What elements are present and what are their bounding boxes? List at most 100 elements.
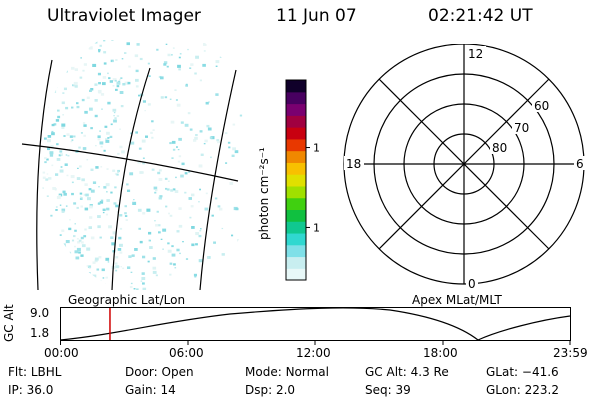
- emission-speckle: [66, 174, 69, 177]
- emission-speckle: [109, 80, 113, 83]
- emission-speckle: [110, 236, 114, 239]
- emission-speckle: [114, 79, 117, 82]
- emission-speckle: [68, 227, 72, 231]
- emission-speckle: [60, 41, 63, 44]
- colorbar-band: [286, 103, 306, 116]
- emission-speckle: [144, 110, 146, 112]
- emission-speckle: [224, 274, 228, 277]
- emission-speckle: [44, 234, 48, 237]
- emission-speckle: [99, 44, 102, 47]
- info-gain: Gain: 14: [125, 383, 176, 397]
- emission-speckle: [85, 193, 89, 197]
- emission-speckle: [112, 78, 117, 82]
- emission-speckle: [165, 43, 168, 45]
- emission-speckle: [47, 249, 51, 253]
- emission-speckle: [172, 47, 175, 49]
- emission-speckle: [142, 100, 146, 103]
- emission-speckle: [80, 205, 83, 208]
- emission-speckle: [100, 93, 105, 96]
- emission-speckle: [74, 85, 78, 88]
- emission-speckle: [59, 204, 62, 206]
- emission-speckle: [59, 150, 63, 153]
- emission-speckle: [63, 280, 67, 283]
- emission-speckle: [103, 149, 106, 152]
- emission-speckle: [44, 219, 47, 222]
- emission-speckle: [119, 128, 121, 130]
- mlt-label-12: 12: [468, 47, 483, 61]
- emission-speckle: [103, 186, 107, 189]
- emission-speckle: [94, 83, 98, 86]
- emission-speckle: [155, 274, 158, 277]
- emission-speckle: [155, 224, 159, 227]
- emission-speckle: [60, 269, 65, 272]
- emission-speckle: [80, 254, 84, 257]
- emission-speckle: [169, 214, 173, 217]
- emission-speckle: [198, 234, 202, 238]
- emission-speckle: [229, 182, 234, 185]
- emission-speckle: [211, 276, 215, 279]
- emission-speckle: [50, 214, 53, 217]
- emission-speckle: [88, 226, 92, 229]
- xtick-0600: 06:00: [169, 346, 204, 360]
- emission-speckle: [45, 260, 47, 262]
- emission-speckle: [59, 60, 61, 62]
- emission-speckle: [90, 236, 95, 240]
- emission-speckle: [190, 63, 194, 66]
- emission-speckle: [206, 124, 210, 128]
- emission-speckle: [141, 139, 146, 143]
- colorbar-tick-label: 100: [313, 142, 320, 155]
- emission-speckle: [82, 147, 87, 150]
- timeline-tick-marks: [60, 340, 571, 345]
- emission-speckle: [124, 212, 127, 215]
- emission-speckle: [119, 91, 124, 94]
- emission-speckle: [92, 261, 96, 264]
- emission-speckle: [184, 172, 188, 175]
- emission-speckle: [167, 249, 172, 253]
- emission-speckle: [56, 158, 61, 161]
- emission-speckle: [217, 205, 221, 208]
- emission-speckle: [71, 239, 75, 242]
- emission-speckle: [99, 236, 102, 239]
- timeline-ytick-top: 9.0: [30, 306, 50, 320]
- emission-speckle: [103, 40, 106, 42]
- emission-speckle: [97, 89, 102, 93]
- emission-speckle: [142, 282, 145, 285]
- emission-speckle: [58, 154, 62, 157]
- emission-speckle: [74, 68, 78, 71]
- emission-speckle: [96, 285, 99, 288]
- emission-speckle: [57, 58, 61, 61]
- emission-speckle: [60, 166, 63, 168]
- emission-speckle: [150, 131, 153, 134]
- emission-speckle: [81, 178, 85, 182]
- emission-speckle: [76, 247, 81, 252]
- emission-speckle: [99, 201, 104, 204]
- emission-speckle: [62, 190, 66, 194]
- emission-speckle: [105, 276, 108, 279]
- emission-speckle: [176, 230, 180, 233]
- emission-speckle: [89, 216, 93, 219]
- emission-speckle: [124, 81, 129, 85]
- emission-speckle: [46, 58, 49, 61]
- emission-speckle: [109, 135, 113, 138]
- emission-speckle: [162, 248, 164, 250]
- emission-speckle: [41, 187, 44, 189]
- emission-speckle: [56, 196, 61, 200]
- emission-speckle: [107, 137, 110, 139]
- emission-speckle: [40, 248, 44, 251]
- emission-speckle: [95, 166, 99, 169]
- instrument-title: Ultraviolet Imager: [47, 6, 201, 26]
- emission-speckle: [84, 110, 88, 114]
- emission-speckle: [207, 127, 212, 131]
- info-glon: GLon: 223.2: [486, 383, 559, 397]
- emission-speckle: [78, 251, 81, 254]
- emission-speckle: [61, 68, 65, 72]
- emission-speckle: [171, 253, 176, 257]
- emission-speckle: [158, 196, 162, 200]
- emission-speckle: [45, 104, 49, 108]
- emission-speckle: [152, 270, 157, 274]
- colorbar-band: [286, 209, 306, 222]
- emission-speckle: [113, 112, 116, 114]
- emission-speckle: [62, 92, 65, 94]
- emission-speckle: [199, 130, 203, 133]
- emission-speckle: [86, 247, 91, 251]
